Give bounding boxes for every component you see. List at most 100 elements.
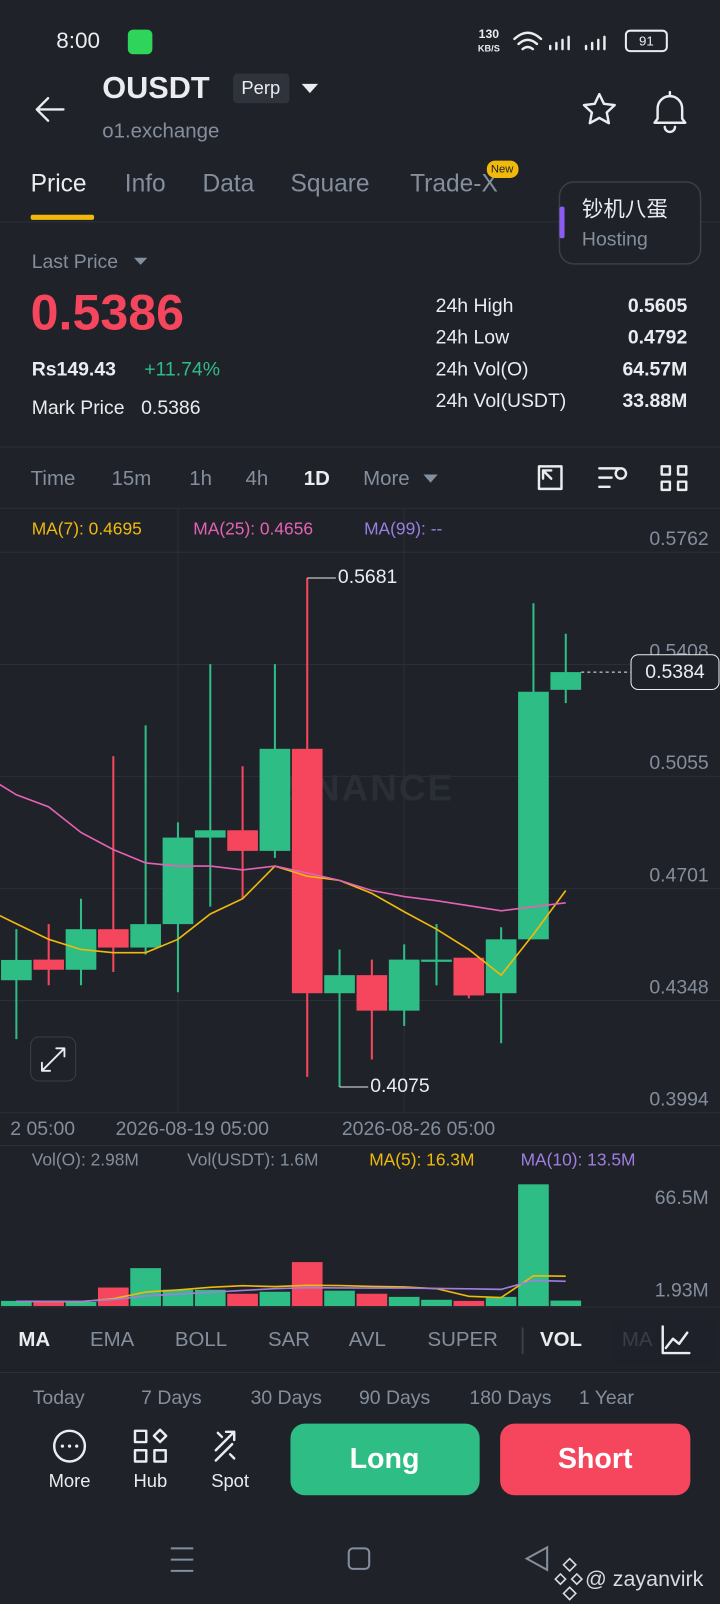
settings-button[interactable] bbox=[598, 467, 628, 489]
indicator[interactable]: VOL bbox=[540, 1328, 582, 1351]
indicator[interactable]: MA bbox=[18, 1328, 50, 1351]
interval-bar: Time 15m 1h 4h 1D More bbox=[31, 467, 410, 490]
volume-bar bbox=[485, 1296, 517, 1307]
nav-home[interactable] bbox=[347, 1547, 371, 1570]
indicator[interactable]: AVL bbox=[349, 1328, 386, 1351]
range[interactable]: 90 Days bbox=[359, 1387, 431, 1409]
interval[interactable]: 15m bbox=[111, 467, 151, 490]
range[interactable]: Today bbox=[33, 1387, 85, 1409]
label-dropdown[interactable] bbox=[133, 257, 148, 265]
nav-menu[interactable] bbox=[170, 1547, 194, 1572]
high-label: 0.5681 bbox=[338, 566, 397, 588]
short-label: Short bbox=[558, 1443, 633, 1475]
long-label: Long bbox=[350, 1443, 420, 1475]
volume-bar bbox=[356, 1293, 388, 1307]
fade bbox=[613, 1319, 716, 1365]
tab[interactable]: Info bbox=[125, 171, 166, 198]
volume-legend: Vol(USDT): 1.6M bbox=[187, 1149, 318, 1169]
ma-line bbox=[0, 783, 566, 912]
hub-button[interactable]: Hub bbox=[133, 1470, 167, 1491]
candle-body bbox=[388, 959, 420, 1011]
net-speed: 130 bbox=[479, 27, 500, 41]
candle-body bbox=[227, 830, 258, 851]
more-button[interactable]: More bbox=[49, 1470, 91, 1491]
more-dropdown[interactable] bbox=[423, 474, 438, 483]
tab[interactable]: Price bbox=[31, 171, 87, 198]
badge[interactable]: Perp bbox=[241, 77, 280, 98]
interval[interactable]: Time bbox=[31, 467, 76, 490]
last-price-label: Last Price bbox=[32, 251, 118, 273]
candle-body bbox=[356, 975, 388, 1011]
tab[interactable]: Square bbox=[290, 171, 369, 198]
range-bar: Today 7 Days 30 Days 90 Days 180 Days 1 Year bbox=[33, 1387, 635, 1409]
volume-bar bbox=[259, 1291, 291, 1307]
spot-button[interactable]: Spot bbox=[211, 1470, 249, 1491]
candle-body bbox=[97, 929, 129, 948]
tab[interactable]: Trade-X bbox=[410, 171, 498, 198]
alert-button[interactable] bbox=[653, 90, 687, 134]
stat-value: 0.4792 bbox=[628, 327, 688, 349]
range[interactable]: 7 Days bbox=[141, 1387, 202, 1409]
volume-bar bbox=[227, 1293, 258, 1307]
new-badge: New bbox=[491, 164, 514, 176]
candle-body bbox=[259, 748, 291, 851]
credit-logo bbox=[554, 1557, 584, 1601]
stat-value: 33.88M bbox=[622, 390, 687, 412]
back-button[interactable] bbox=[35, 96, 65, 122]
stat-value: 64.57M bbox=[622, 358, 687, 380]
x-tick-label: 2026-08-19 05:00 bbox=[116, 1118, 270, 1140]
clock: 8:00 bbox=[56, 28, 100, 53]
candle-body bbox=[1, 959, 32, 981]
price-chart: BINANCE0.57620.54080.50550.47010.43480.3… bbox=[0, 508, 720, 1140]
short-button[interactable] bbox=[500, 1423, 691, 1496]
volume-legend: MA(10): 13.5M bbox=[521, 1149, 636, 1169]
range[interactable]: 1 Year bbox=[579, 1387, 635, 1409]
indicator[interactable]: EMA bbox=[90, 1328, 135, 1351]
interval[interactable]: More bbox=[363, 467, 410, 490]
mark-price: 0.5386 bbox=[141, 397, 200, 419]
volume-bar bbox=[388, 1296, 420, 1307]
favorite-button[interactable] bbox=[582, 92, 616, 125]
ma-legend: MA(7): 0.4695 bbox=[32, 518, 142, 538]
fullscreen-button[interactable] bbox=[537, 465, 563, 491]
volume-bar bbox=[1, 1300, 32, 1307]
y-tick-label: 1.93M bbox=[655, 1279, 709, 1301]
range[interactable]: 180 Days bbox=[469, 1387, 551, 1409]
stats: 24h High 0.5605 24h Low 0.4792 24h Vol(O) 64.… bbox=[436, 295, 688, 412]
battery-level: 91 bbox=[639, 33, 654, 48]
stat-label: 24h Vol(USDT) bbox=[436, 390, 567, 412]
indicator-settings[interactable] bbox=[661, 1325, 691, 1355]
app-icon bbox=[127, 29, 153, 55]
range[interactable]: 30 Days bbox=[251, 1387, 323, 1409]
subtitle: o1.exchange bbox=[102, 119, 219, 142]
low-label: 0.4075 bbox=[370, 1075, 429, 1097]
indicator[interactable]: BOLL bbox=[175, 1328, 227, 1351]
interval[interactable]: 4h bbox=[245, 467, 268, 490]
volume-bar bbox=[97, 1287, 129, 1307]
battery bbox=[624, 29, 668, 53]
indicator[interactable]: SAR bbox=[268, 1328, 310, 1351]
hosting-card[interactable] bbox=[558, 181, 702, 265]
hub-icon bbox=[133, 1428, 168, 1463]
symbol-dropdown[interactable] bbox=[301, 83, 319, 94]
hosting-name: 钞机八蛋 bbox=[582, 197, 668, 221]
tab[interactable]: Data bbox=[202, 171, 254, 198]
interval[interactable]: 1h bbox=[189, 467, 212, 490]
candle-body bbox=[162, 837, 194, 925]
signal-icon bbox=[548, 35, 606, 51]
long-button[interactable] bbox=[290, 1423, 480, 1496]
indicator[interactable]: SUPER bbox=[427, 1328, 497, 1351]
x-tick-label: 2 05:00 bbox=[10, 1118, 75, 1140]
tab-indicator bbox=[30, 214, 95, 220]
nav-back[interactable] bbox=[524, 1545, 549, 1572]
volume-chart: 66.5M 1.93M Vol(O): 2.98M MA(5): 16.3M MA(10… bbox=[1, 1149, 709, 1307]
dot bbox=[60, 1444, 65, 1448]
interval[interactable]: 1D bbox=[304, 467, 330, 490]
last-price: 0.5386 bbox=[31, 284, 184, 340]
price-tag-label: 0.5384 bbox=[645, 661, 705, 683]
mark-price-label: Mark Price bbox=[32, 397, 125, 419]
layout-button[interactable] bbox=[660, 465, 688, 492]
volume-bar bbox=[518, 1184, 549, 1307]
